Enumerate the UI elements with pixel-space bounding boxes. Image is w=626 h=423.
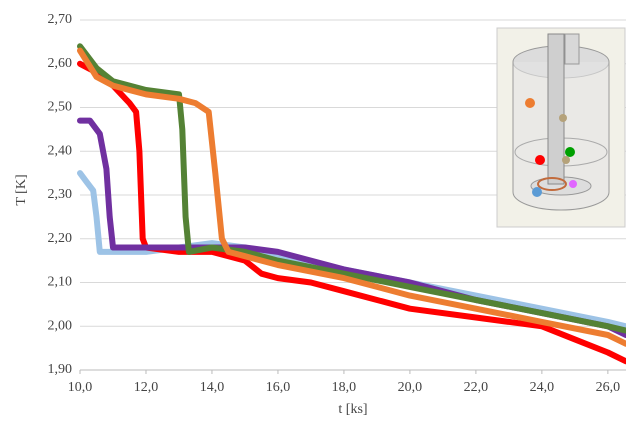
x-tick-label: 12,0 xyxy=(134,380,159,395)
y-tick-label: 2,40 xyxy=(48,143,73,158)
y-tick-label: 2,50 xyxy=(48,100,73,115)
chart: 1,90 2,00 2,10 2,20 2,30 2,40 2,50 2,60 2,70 10,0… xyxy=(0,0,626,423)
x-tick-label: 24,0 xyxy=(530,380,555,395)
x-tick-label: 16,0 xyxy=(266,380,291,395)
y-tick-label: 2,20 xyxy=(48,231,73,246)
y-tick-label: 2,60 xyxy=(48,56,73,71)
y-tick-label: 2,00 xyxy=(48,318,73,333)
y-tick-label: 2,30 xyxy=(48,187,73,202)
x-tick-label: 14,0 xyxy=(200,380,225,395)
y-tick-label: 2,10 xyxy=(48,275,73,290)
x-tick-label: 18,0 xyxy=(332,380,357,395)
y-tick-label: 1,90 xyxy=(48,362,73,377)
x-tick-label: 20,0 xyxy=(398,380,423,395)
x-tick-label: 22,0 xyxy=(464,380,489,395)
inset-illustration xyxy=(497,28,625,227)
y-tick-label: 2,70 xyxy=(48,12,73,27)
x-tick-label: 10,0 xyxy=(68,380,93,395)
x-axis-label: t [ks] xyxy=(338,402,367,417)
y-axis-label: T [K] xyxy=(14,174,29,205)
x-tick-label: 26,0 xyxy=(596,380,621,395)
